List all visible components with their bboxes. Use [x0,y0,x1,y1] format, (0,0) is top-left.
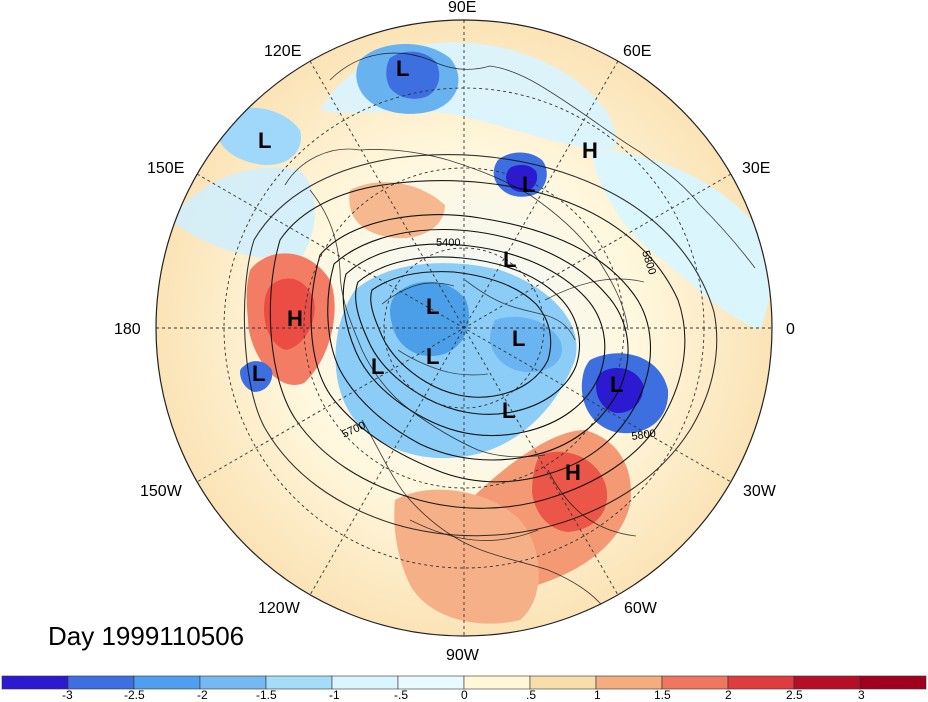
longitude-label-0: 0 [786,321,795,338]
pressure-center-l-arctic-east: L [503,247,516,272]
colorbar-tick-10: 1.5 [654,688,671,702]
colorbar-swatch-14 [859,675,927,690]
pressure-center-l-arctic-center: L [426,294,439,319]
contour-label-5400: 5400 [436,237,460,249]
colorbar: -3 -2.5 -2 -1.5 -1 -.5 0 .5 1 1.5 2 2.5 … [1,675,927,702]
longitude-label-150w: 150W [140,483,183,500]
map-title: Day 1999110506 [48,621,244,651]
cold-anomaly-east-asia [217,107,301,166]
pressure-center-l-siberia: L [396,56,409,81]
colorbar-tick-8: .5 [526,688,536,702]
colorbar-tick-13: 3 [858,688,865,702]
warm-anomaly-pacific-core [264,278,315,350]
pressure-center-l-beaufort: L [426,344,439,369]
longitude-label-180: 180 [114,321,141,338]
warm-anomaly-atlantic-core [532,451,608,532]
longitude-label-60w: 60W [624,600,658,617]
cold-anomaly-atlantic-core [596,368,644,414]
longitude-label-90e: 90E [448,0,476,16]
colorbar-ticks: -3 -2.5 -2 -1.5 -1 -.5 0 .5 1 1.5 2 2.5 … [62,688,865,702]
pressure-center-l-pacific-small: L [252,361,265,386]
pressure-center-l-greenland: L [512,326,525,351]
colorbar-swatch-1 [1,675,69,690]
colorbar-tick-6: -.5 [394,688,408,702]
geopotential-contours [243,154,718,537]
pressure-center-h-atlantic: H [565,460,581,485]
contour-label-5800-atlantic: 5800 [631,428,657,443]
longitude-label-120e: 120E [264,43,301,60]
cool-anomaly-east [590,150,771,330]
colorbar-tick-5: -1 [329,688,340,702]
colorbar-swatch-13 [793,675,861,690]
pressure-center-h-europe: H [582,138,598,163]
longitude-label-150e: 150E [147,160,184,177]
cold-anomaly-siberia-core [386,51,440,99]
colorbar-tick-11: 2 [725,688,732,702]
pressure-center-labels: L H L L L L H L L L L L L H [252,56,623,485]
pressure-center-l-hudson: L [502,398,515,423]
graticule [156,20,772,636]
colorbar-swatch-6 [331,675,399,690]
colorbar-swatch-12 [727,675,795,690]
pressure-center-l-atlantic: L [610,372,623,397]
pressure-center-l-east-asia: L [258,128,271,153]
cold-anomaly-arctic-core [390,281,470,357]
longitude-label-90w: 90W [446,647,480,664]
colorbar-swatch-9 [529,675,597,690]
colorbar-swatch-10 [595,675,663,690]
warm-anomaly-siberia [349,182,445,239]
longitude-label-30e: 30E [742,160,770,177]
colorbar-tick-3: -2 [197,688,208,702]
colorbar-tick-1: -3 [62,688,73,702]
longitude-label-120w: 120W [258,600,301,617]
colorbar-tick-2: -2.5 [124,688,145,702]
colorbar-tick-4: -1.5 [256,688,277,702]
colorbar-swatch-11 [661,675,729,690]
colorbar-swatch-8 [463,675,531,690]
colorbar-tick-7: 0 [461,688,468,702]
map-border [155,19,773,637]
colorbar-tick-9: 1 [594,688,601,702]
colorbar-swatches [1,675,927,690]
longitude-label-30w: 30W [743,483,777,500]
pressure-center-l-canada: L [371,354,384,379]
colorbar-tick-12: 2.5 [786,688,803,702]
cool-anomaly-west [170,167,315,260]
pressure-center-h-north-pacific: H [287,306,303,331]
longitude-labels: 90E 120E 60E 150E 30E 180 0 150W 30W 120… [114,0,795,664]
geographic-lines [284,52,756,611]
warm-anomaly-americas [394,489,539,624]
longitude-label-60e: 60E [623,43,651,60]
pressure-center-l-west-asia: L [522,172,535,197]
